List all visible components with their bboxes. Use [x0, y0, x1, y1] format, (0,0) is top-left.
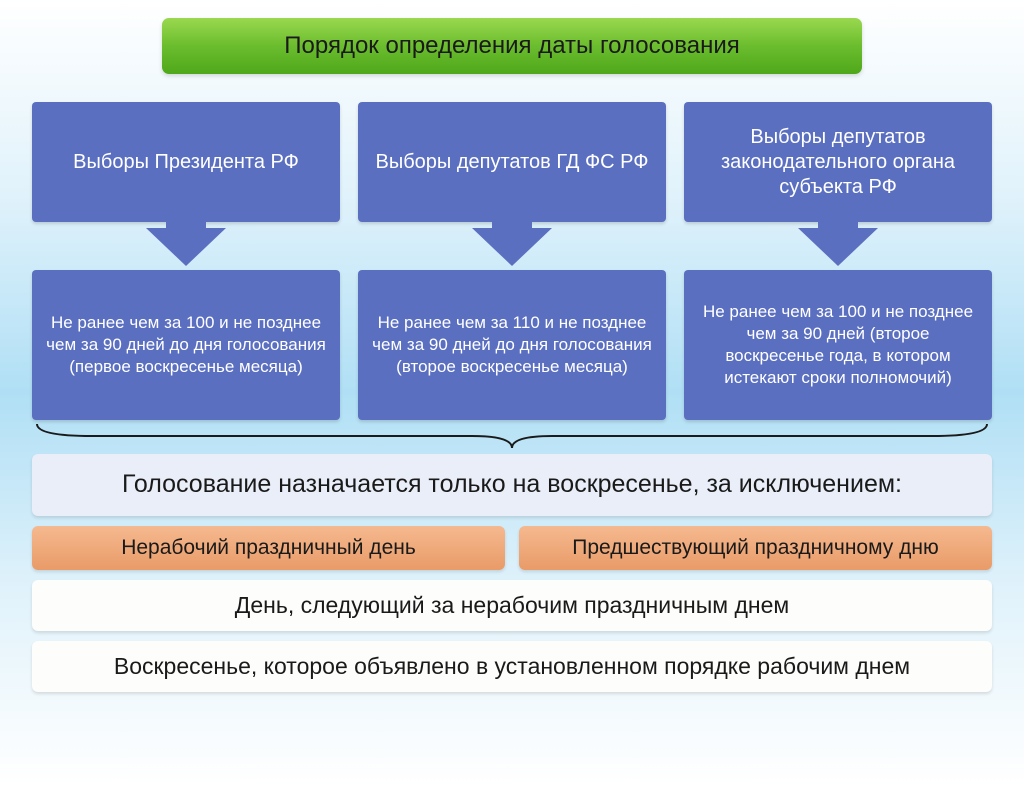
- exception-3: День, следующий за нерабочим праздничным…: [32, 580, 992, 631]
- column-1: Выборы Президента РФ Не ранее чем за 100…: [32, 102, 340, 420]
- rule-box: Голосование назначается только на воскре…: [32, 454, 992, 516]
- columns-container: Выборы Президента РФ Не ранее чем за 100…: [32, 102, 992, 420]
- exceptions-row-1: Нерабочий праздничный день Предшествующи…: [32, 526, 992, 570]
- exception-4: Воскресенье, которое объявлено в установ…: [32, 641, 992, 692]
- arrow-down-icon: [798, 228, 878, 266]
- exception-2: Предшествующий праздничному дню: [519, 526, 992, 570]
- diagram-title: Порядок определения даты голосования: [162, 18, 862, 74]
- column-3: Выборы депутатов законодательного органа…: [684, 102, 992, 420]
- arrow-down-icon: [472, 228, 552, 266]
- col2-detail: Не ранее чем за 110 и не позднее чем за …: [358, 270, 666, 420]
- col3-detail: Не ранее чем за 100 и не позднее чем за …: [684, 270, 992, 420]
- exception-1: Нерабочий праздничный день: [32, 526, 505, 570]
- column-2: Выборы депутатов ГД ФС РФ Не ранее чем з…: [358, 102, 666, 420]
- curly-bracket-icon: [32, 422, 992, 450]
- arrow-down-icon: [146, 228, 226, 266]
- col1-detail: Не ранее чем за 100 и не позднее чем за …: [32, 270, 340, 420]
